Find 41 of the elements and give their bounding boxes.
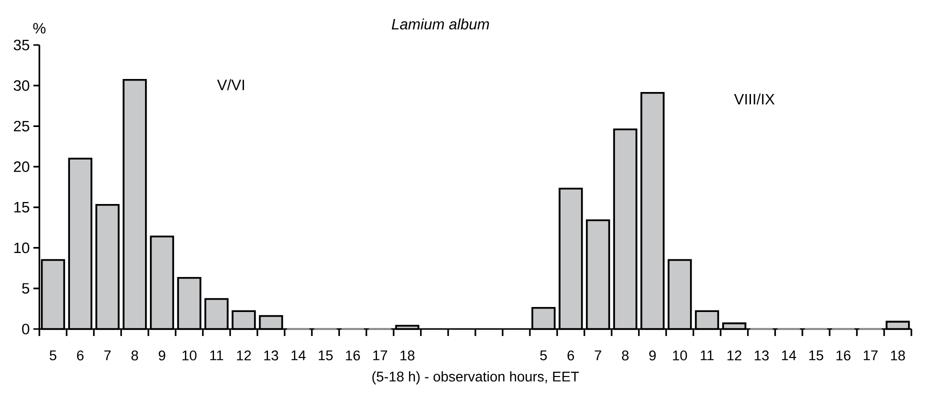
y-tick-label: 5 [22,283,30,294]
x-axis-title: (5-18 h) - observation hours, EET [372,371,579,384]
x-tick-label: 9 [158,350,166,360]
x-tick-label: 15 [318,350,333,360]
x-tick-label: 16 [836,350,850,360]
y-axis-title: % [33,22,46,34]
x-tick-label: 13 [754,350,769,360]
x-tick-label: 11 [700,350,714,360]
x-tick-label: 13 [264,350,278,360]
x-tick-label: 7 [594,350,602,360]
x-tick-label: 14 [782,350,796,360]
x-tick-label: 7 [104,350,111,360]
x-tick-label: 11 [210,350,224,360]
y-tick-label: 35 [14,40,30,50]
x-tick-label: 5 [50,350,56,360]
x-tick-label: 8 [622,350,629,360]
x-tick-label: 12 [728,350,742,360]
x-tick-label: 9 [649,350,656,360]
x-tick-label: 18 [400,350,414,360]
x-tick-label: 5 [540,350,547,360]
x-tick-label: 18 [891,350,905,360]
x-tick-label: 17 [373,350,388,360]
chart-title: Lamium album [392,18,489,30]
y-tick-label: 25 [14,120,30,132]
y-tick-label: 15 [14,202,30,213]
x-tick-label: 10 [673,350,687,360]
x-tick-label: 15 [809,350,824,360]
annotation: V/VI [217,79,244,90]
x-tick-label: 14 [292,350,306,360]
x-tick-label: 6 [77,350,84,360]
x-tick-label: 17 [864,350,878,360]
y-tick-label: 20 [14,161,30,172]
y-tick-label: 0 [22,324,30,334]
y-tick-label: 30 [14,80,30,91]
y-tick-label: 10 [14,242,30,254]
x-tick-label: 12 [237,350,251,360]
annotation: VIII/IX [734,93,775,104]
x-tick-label: 8 [131,350,138,360]
x-tick-label: 6 [568,350,574,360]
x-tick-label: 16 [346,350,360,360]
x-tick-label: 10 [182,350,196,360]
